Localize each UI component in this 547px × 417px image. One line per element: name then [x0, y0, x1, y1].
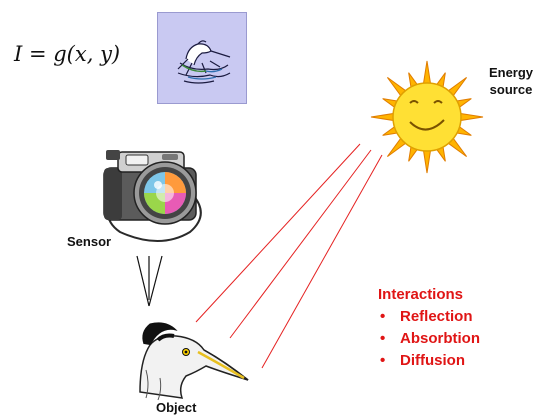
sensor-label: Sensor: [67, 234, 112, 249]
heron-sketch-icon: [177, 40, 231, 84]
sun-ray: [422, 149, 432, 174]
interactions-list: Interactions • Reflection • Absorbtion • Di…: [378, 286, 480, 372]
heron-head-icon: [139, 322, 249, 401]
camera-icon: [103, 150, 202, 242]
interaction-item: • Absorbtion: [380, 330, 480, 347]
sun-ray: [459, 112, 484, 122]
interaction-item: • Reflection: [380, 308, 473, 325]
interactions-title: Interactions: [378, 286, 464, 303]
sun-ray: [370, 112, 395, 122]
image-thumbnail: [157, 12, 247, 104]
sensor-view-lines: [136, 255, 163, 307]
energy-source-label: Energy source: [488, 65, 534, 97]
light-ray: [261, 154, 383, 369]
object-label: Object: [156, 400, 197, 415]
light-rays: [195, 143, 383, 369]
smiling-sun-icon: [370, 60, 484, 174]
image-formula: I = g(x, y): [14, 42, 121, 66]
sun-ray: [422, 60, 432, 85]
light-ray: [195, 143, 361, 323]
interaction-item: • Diffusion: [380, 352, 465, 369]
light-ray: [229, 149, 372, 339]
